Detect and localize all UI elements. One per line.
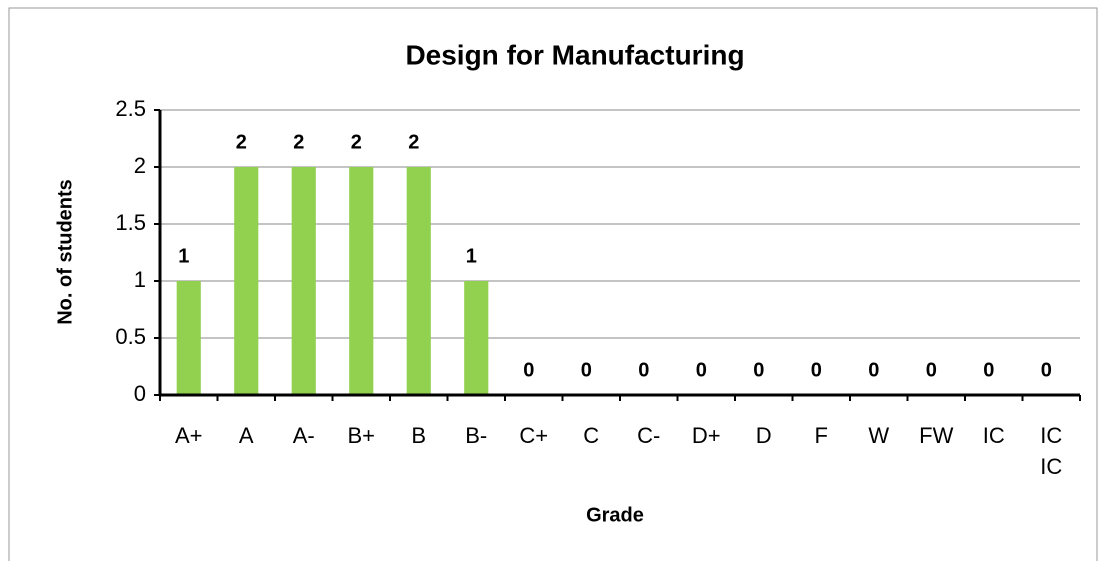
x-tick-label: B- xyxy=(465,423,487,448)
bar xyxy=(349,167,374,395)
data-label: 2 xyxy=(351,131,362,153)
x-tick-label: A- xyxy=(293,423,315,448)
y-tick-label: 1.5 xyxy=(115,210,146,235)
bar xyxy=(406,167,431,395)
y-tick-label: 0.5 xyxy=(115,324,146,349)
y-axis-label: No. of students xyxy=(54,179,76,325)
data-label: 0 xyxy=(581,359,592,381)
x-tick-label: D+ xyxy=(692,423,721,448)
bar xyxy=(176,281,201,395)
data-label: 0 xyxy=(1041,359,1052,381)
data-label: 0 xyxy=(753,359,764,381)
x-tick-label: C xyxy=(583,423,599,448)
data-label: 0 xyxy=(811,359,822,381)
x-tick-label: C+ xyxy=(519,423,548,448)
x-axis-label: Grade xyxy=(586,504,644,526)
x-tick-label: F xyxy=(815,423,828,448)
data-label: 0 xyxy=(696,359,707,381)
bar xyxy=(291,167,316,395)
x-tick-label: W xyxy=(868,423,889,448)
bar xyxy=(234,167,259,395)
bar xyxy=(464,281,489,395)
data-label: 0 xyxy=(926,359,937,381)
chart-title: Design for Manufacturing xyxy=(405,39,744,70)
data-label: 1 xyxy=(466,245,477,267)
data-label: 0 xyxy=(868,359,879,381)
chart-frame xyxy=(8,7,1098,561)
data-label: 0 xyxy=(523,359,534,381)
x-tick-label: IC xyxy=(983,423,1005,448)
y-tick-label: 0 xyxy=(134,381,146,406)
y-tick-label: 2 xyxy=(134,153,146,178)
x-tick-label: FW xyxy=(919,423,953,448)
x-tick-label: A+ xyxy=(175,423,203,448)
data-label: 2 xyxy=(293,131,304,153)
x-tick-label: D xyxy=(756,423,772,448)
x-tick-label: B+ xyxy=(347,423,375,448)
x-tick-label: C- xyxy=(637,423,660,448)
data-label: 1 xyxy=(178,245,189,267)
data-label: 0 xyxy=(638,359,649,381)
data-label: 2 xyxy=(408,131,419,153)
x-tick-label: IC IC xyxy=(1040,423,1062,479)
x-tick-label: B xyxy=(411,423,426,448)
x-tick-label: A xyxy=(239,423,254,448)
y-tick-label: 1 xyxy=(134,267,146,292)
data-label: 0 xyxy=(983,359,994,381)
y-tick-label: 2.5 xyxy=(115,96,146,121)
data-label: 2 xyxy=(236,131,247,153)
